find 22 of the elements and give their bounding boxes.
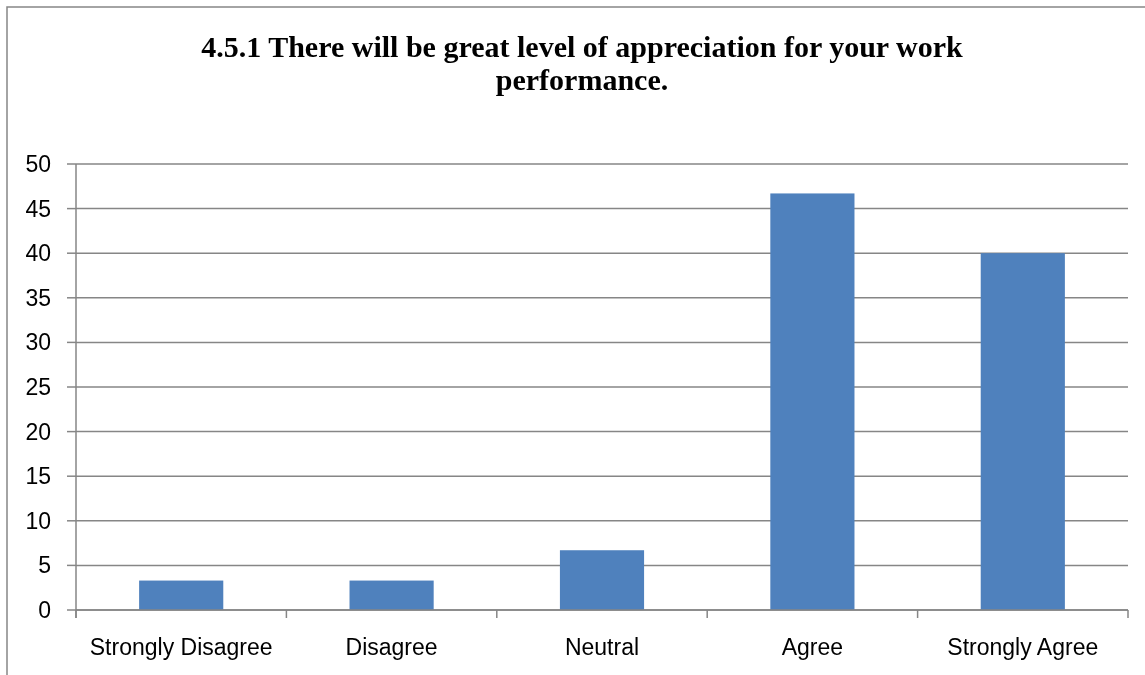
bar <box>559 550 645 610</box>
y-tick-label: 20 <box>25 418 51 445</box>
bar <box>980 253 1065 610</box>
y-tick-label: 35 <box>25 284 51 311</box>
x-tick-label: Disagree <box>345 634 438 660</box>
x-tick-label: Agree <box>781 634 844 660</box>
x-tick-label: Strongly Disagree <box>89 634 273 660</box>
y-tick-label: 40 <box>25 240 51 267</box>
y-tick-label: 10 <box>25 507 51 534</box>
y-tick-label: 5 <box>38 552 51 579</box>
y-tick-label: 25 <box>25 374 51 401</box>
x-tick-label: Strongly Agree <box>947 634 1099 660</box>
bar <box>139 580 224 610</box>
bar <box>770 193 855 610</box>
x-tick-label: Neutral <box>564 634 640 660</box>
chart-title: 4.5.1 There will be great level of appreciation for your work performance. <box>201 30 964 96</box>
y-tick-label: 0 <box>38 597 51 624</box>
y-tick-label: 50 <box>25 151 51 178</box>
y-tick-label: 30 <box>25 329 51 356</box>
bar <box>349 580 434 610</box>
y-tick-label: 15 <box>25 463 51 490</box>
y-tick-label: 45 <box>25 195 51 222</box>
